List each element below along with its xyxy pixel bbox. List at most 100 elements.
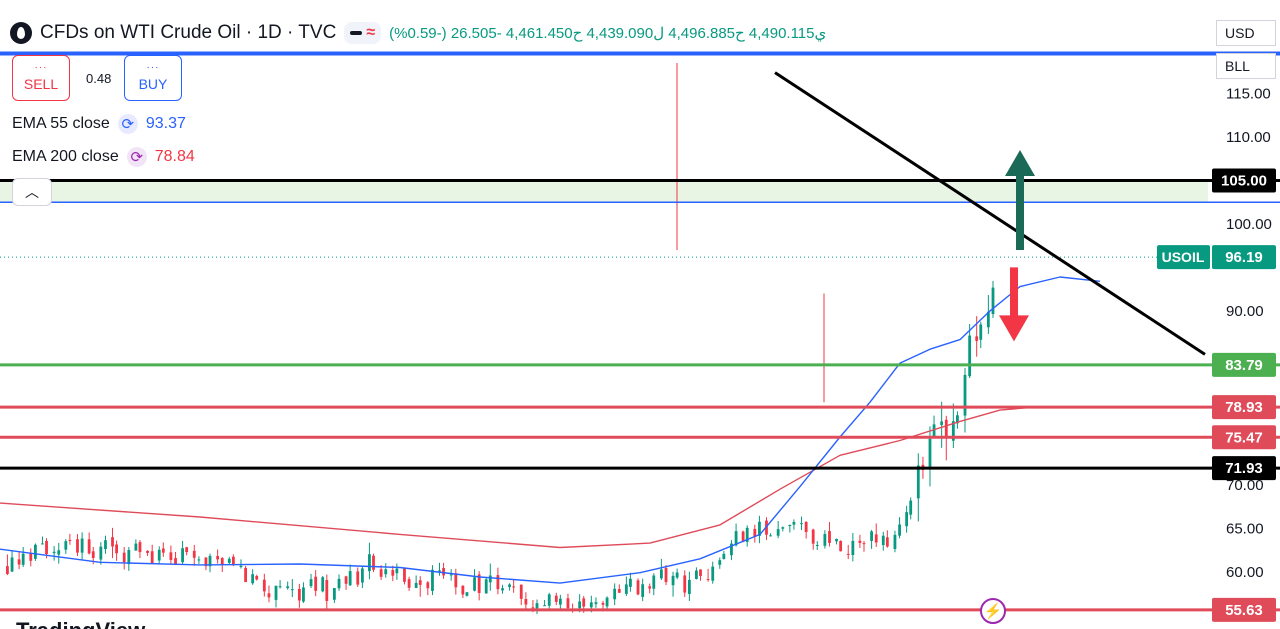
- candle-body: [332, 588, 336, 600]
- lightning-icon[interactable]: ⚡: [980, 598, 1006, 624]
- indicator-value: 93.37: [145, 115, 186, 132]
- compare-pill[interactable]: ≈: [344, 22, 382, 44]
- candle-body: [29, 553, 33, 561]
- buy-button[interactable]: ··· BUY: [124, 55, 182, 101]
- candle-body: [216, 556, 220, 560]
- indicator-ema55[interactable]: EMA 55 close ⟳ 93.37: [12, 112, 186, 136]
- refresh-icon[interactable]: ⟳: [126, 147, 147, 167]
- candle-body: [792, 522, 796, 525]
- candle-body: [706, 579, 710, 581]
- candle-body: [986, 311, 990, 328]
- y-tick-label: 70.00: [1226, 477, 1264, 494]
- candle-body: [204, 557, 208, 567]
- candle-body: [449, 574, 453, 576]
- price-label: 78.93: [1225, 399, 1263, 416]
- candle-body: [722, 553, 726, 560]
- candle-body: [80, 538, 84, 553]
- candle-body: [208, 555, 212, 567]
- candle-body: [231, 556, 235, 565]
- candle-body: [267, 593, 271, 598]
- candle-body: [944, 419, 948, 439]
- indicator-label: EMA 200 close: [12, 148, 119, 165]
- candle-body: [45, 540, 48, 555]
- candle-body: [157, 549, 161, 561]
- candle-body: [636, 580, 640, 595]
- candle-body: [111, 537, 114, 547]
- y-tick-label: 60.00: [1226, 564, 1264, 581]
- candle-body: [566, 598, 570, 609]
- oil-drop-icon: [10, 22, 32, 44]
- symbol-title[interactable]: CFDs on WTI Crude Oil · 1D · TVC: [40, 22, 337, 43]
- candle-body: [508, 584, 511, 588]
- candle-body: [174, 558, 177, 565]
- price-label-box: [1212, 395, 1276, 420]
- indicator-ema200[interactable]: EMA 200 close ⟳ 78.84: [12, 145, 195, 169]
- candle-body: [683, 575, 687, 593]
- candle-body: [835, 539, 838, 542]
- sell-button[interactable]: ··· SELL: [12, 55, 70, 101]
- candle-body: [828, 531, 831, 543]
- candle-body: [115, 544, 118, 554]
- up-arrow-icon: [1005, 150, 1035, 251]
- candle-body: [57, 550, 61, 555]
- symbol-header[interactable]: CFDs on WTI Crude Oil · 1D · TVC ≈ ي4,49…: [10, 18, 826, 48]
- candle-body: [138, 542, 142, 553]
- candle-body: [629, 578, 632, 587]
- candle-body: [804, 521, 808, 532]
- ohlc-values: ي4,490.115 ح4,496.885 ل4,439.090 ح4,461.…: [389, 25, 827, 42]
- candle-body: [239, 565, 243, 568]
- candle-body: [99, 546, 103, 560]
- y-tick-label: 110.00: [1226, 129, 1271, 146]
- candle-body: [442, 568, 445, 576]
- candle-body: [150, 551, 154, 564]
- price-label-box: [1212, 597, 1276, 622]
- candle-body: [975, 336, 979, 341]
- candle-body: [909, 500, 913, 515]
- candle-body: [956, 415, 959, 424]
- candle-body: [391, 570, 395, 576]
- price-label: 71.93: [1225, 460, 1263, 477]
- candle-body: [839, 540, 843, 552]
- candle-body: [337, 578, 341, 589]
- candle-body: [624, 584, 628, 594]
- candle-body: [161, 548, 165, 553]
- candle-body: [730, 543, 733, 556]
- candle-body: [360, 568, 364, 583]
- candle-body: [6, 566, 9, 574]
- candle-body: [963, 374, 967, 416]
- dots-icon: ···: [146, 62, 160, 73]
- refresh-icon[interactable]: ⟳: [117, 114, 138, 134]
- candle-body: [501, 588, 504, 591]
- candle-body: [321, 577, 325, 592]
- symbol-badge-label: USOIL: [1162, 249, 1205, 265]
- candle-body: [916, 465, 920, 499]
- y-tick-label: 65.00: [1226, 520, 1264, 537]
- candle-body: [659, 569, 663, 579]
- candle-body: [928, 438, 932, 469]
- candle-body: [64, 541, 68, 550]
- candle-body: [718, 560, 722, 565]
- candle-body: [488, 575, 492, 583]
- candle-body: [617, 589, 621, 593]
- candle-body: [344, 576, 348, 584]
- collapse-legend-button[interactable]: ︿: [12, 178, 52, 206]
- price-label-box: [1212, 168, 1276, 193]
- currency-select[interactable]: USD: [1216, 20, 1276, 46]
- spread-value: 0.48: [86, 71, 112, 86]
- candle-body: [800, 523, 803, 525]
- candle-body: [122, 552, 126, 563]
- candle-body: [302, 587, 305, 602]
- candle-body: [185, 547, 189, 553]
- candle-body: [251, 574, 255, 584]
- candle-body: [297, 588, 301, 601]
- down-arrow-icon: [999, 267, 1029, 342]
- candle-body: [940, 421, 944, 426]
- candle-body: [881, 535, 885, 546]
- candle-body: [741, 531, 745, 542]
- ema200-line: [0, 405, 1041, 549]
- candle-body: [519, 584, 523, 599]
- y-tick-label: 115.00: [1226, 85, 1271, 102]
- price-label: 75.47: [1225, 429, 1263, 446]
- unit-select[interactable]: BLL: [1216, 53, 1276, 79]
